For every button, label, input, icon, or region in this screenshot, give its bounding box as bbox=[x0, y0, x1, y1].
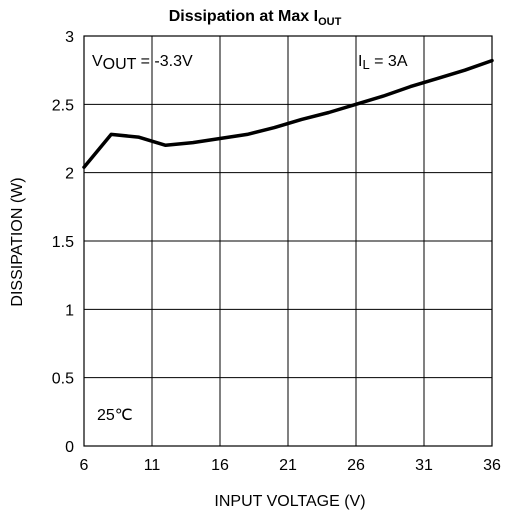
plot-area: 6 11 16 21 26 31 36 0 0.5 1 1.5 2 2.5 3 bbox=[52, 29, 501, 474]
x-tick-label: 36 bbox=[483, 457, 501, 474]
y-axis-label: DISSIPATION (W) bbox=[9, 177, 26, 306]
il-annotation-prefix: I bbox=[358, 53, 362, 70]
y-tick-label: 2.5 bbox=[52, 97, 74, 114]
y-tick-label: 2 bbox=[65, 166, 74, 183]
x-tick-label: 11 bbox=[144, 457, 161, 474]
x-axis-label: INPUT VOLTAGE (V) bbox=[214, 493, 365, 510]
y-tick-label: 1.5 bbox=[52, 234, 74, 251]
vout-annotation-prefix: V bbox=[92, 53, 103, 70]
chart-title: Dissipation at Max IOUT bbox=[169, 8, 342, 28]
il-annotation: IL = 3A bbox=[358, 53, 408, 72]
chart-title-sub: OUT bbox=[318, 16, 342, 28]
y-tick-label: 0 bbox=[65, 439, 74, 456]
x-tick-label: 21 bbox=[279, 457, 297, 474]
y-tick-label: 1 bbox=[65, 302, 74, 319]
y-tick-label: 0.5 bbox=[52, 371, 74, 388]
chart-title-main: Dissipation at Max I bbox=[169, 8, 318, 25]
x-tick-label: 6 bbox=[80, 457, 89, 474]
temperature-annotation: 25℃ bbox=[97, 407, 133, 424]
vout-annotation-suffix: = -3.3V bbox=[136, 53, 193, 70]
il-annotation-sub: L bbox=[362, 57, 369, 72]
x-tick-label: 26 bbox=[347, 457, 365, 474]
x-tick-label: 31 bbox=[415, 457, 433, 474]
plot-frame bbox=[83, 35, 493, 447]
vout-annotation: VOUT = -3.3V bbox=[92, 53, 193, 73]
series-line bbox=[82, 58, 494, 169]
vout-annotation-sub: OUT bbox=[103, 56, 137, 73]
il-annotation-suffix: = 3A bbox=[370, 53, 408, 70]
x-tick-label: 16 bbox=[211, 457, 229, 474]
y-tick-label: 3 bbox=[65, 29, 74, 46]
